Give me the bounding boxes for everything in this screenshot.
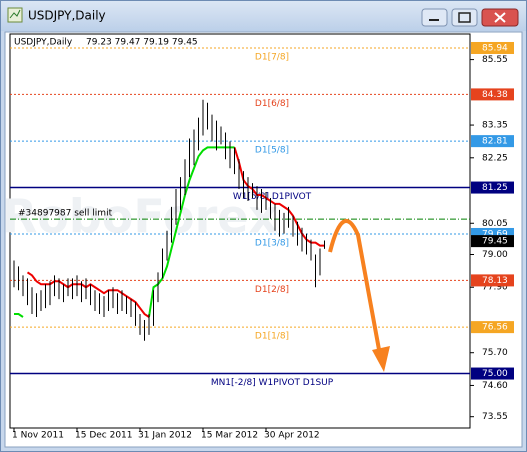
bid-label: 79.45 [482, 237, 508, 247]
y-tick-label: 75.70 [482, 348, 508, 358]
x-tick-label: 15 Mar 2012 [201, 431, 258, 441]
bid-box [471, 235, 514, 248]
y-tick-label: 74.60 [482, 381, 508, 391]
level-label: MN1[-2/8] W1PIVOT D1SUP [211, 378, 334, 388]
price-box-label: 82.81 [482, 137, 508, 147]
price-box-label: 79.69 [482, 229, 508, 239]
maximize-glyph [458, 12, 471, 23]
forecast-arrow-head [372, 346, 390, 372]
indicator-line [26, 147, 325, 318]
y-tick-label: 85.55 [482, 55, 508, 65]
forecast-arrow [328, 219, 390, 372]
close-glyph [494, 12, 506, 23]
window-icon [7, 7, 23, 23]
symbol-label: USDJPY,Daily [14, 38, 73, 48]
price-box-label: 81.25 [482, 183, 508, 193]
level-label: D1[7/8] [255, 52, 289, 62]
quote-label: 79.23 79.47 79.19 79.45 [86, 38, 198, 48]
watermark: RoboForex [2, 190, 278, 244]
price-box-label: 76.56 [482, 323, 508, 333]
level-label: W1[5/8] D1PIVOT [233, 192, 312, 202]
price-box-label: 75.00 [482, 369, 508, 379]
x-tick-label: 31 Jan 2012 [138, 431, 192, 441]
y-tick-label: 83.35 [482, 121, 508, 131]
price-box [471, 88, 514, 101]
y-tick-label: 77.90 [482, 283, 508, 293]
y-tick-label: 82.25 [482, 153, 508, 163]
forecast-arrow-shaft [328, 219, 382, 356]
y-tick-label: 80.05 [482, 219, 508, 229]
price-box [471, 181, 514, 194]
y-tick-label: 73.55 [482, 412, 508, 422]
x-tick-label: 30 Apr 2012 [264, 431, 320, 441]
level-label: D1[6/8] [255, 99, 289, 109]
order-label: #34897987 sell limit [18, 209, 113, 219]
price-box [471, 41, 514, 54]
price-box-label: 85.94 [482, 43, 508, 53]
plot-frame [9, 33, 471, 429]
x-tick-label: 15 Dec 2011 [75, 431, 133, 441]
y-tick-label: 79.00 [482, 250, 508, 260]
level-label: D1[5/8] [255, 146, 289, 156]
window-title: USDJPY,Daily [28, 9, 106, 23]
price-box [471, 367, 514, 380]
x-tick-label: 1 Nov 2011 [12, 431, 64, 441]
maximize-button[interactable] [451, 8, 478, 27]
price-box [471, 135, 514, 148]
chart-window [4, 31, 523, 448]
price-box-label: 78.13 [482, 276, 508, 286]
level-label: D1[1/8] [255, 332, 289, 342]
level-label: D1[3/8] [255, 238, 289, 248]
level-label: D1[2/8] [255, 285, 289, 295]
minimize-button[interactable] [421, 8, 448, 27]
indicator-line [14, 146, 235, 318]
price-box [471, 274, 514, 287]
price-box [471, 321, 514, 334]
price-box-label: 84.38 [482, 90, 508, 100]
window-icon-glyph [9, 9, 21, 19]
